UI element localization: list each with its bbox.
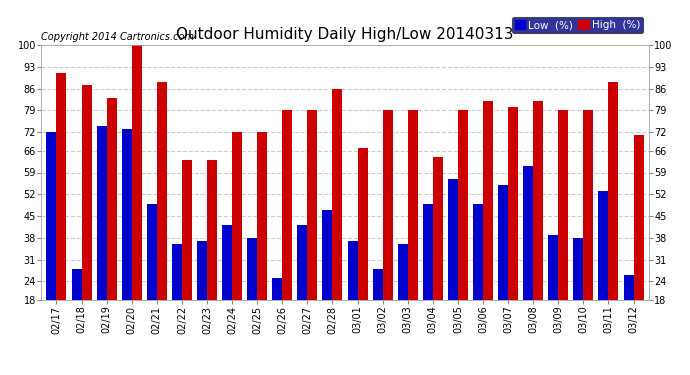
Text: Copyright 2014 Cartronics.com: Copyright 2014 Cartronics.com bbox=[41, 33, 195, 42]
Bar bbox=[147, 204, 157, 356]
Bar bbox=[257, 132, 267, 356]
Bar bbox=[297, 225, 307, 356]
Bar bbox=[97, 126, 107, 356]
Bar bbox=[423, 204, 433, 356]
Bar bbox=[573, 238, 583, 356]
Bar bbox=[598, 191, 609, 356]
Bar bbox=[182, 160, 192, 356]
Bar bbox=[473, 204, 483, 356]
Bar bbox=[458, 110, 468, 356]
Bar bbox=[172, 244, 182, 356]
Bar bbox=[333, 88, 342, 356]
Bar bbox=[247, 238, 257, 356]
Title: Outdoor Humidity Daily High/Low 20140313: Outdoor Humidity Daily High/Low 20140313 bbox=[176, 27, 514, 42]
Bar bbox=[523, 166, 533, 356]
Bar bbox=[549, 235, 558, 356]
Bar bbox=[273, 278, 282, 356]
Bar bbox=[433, 157, 443, 356]
Bar bbox=[508, 107, 518, 356]
Bar bbox=[383, 110, 393, 356]
Bar bbox=[348, 241, 357, 356]
Bar bbox=[307, 110, 317, 356]
Bar bbox=[72, 269, 81, 356]
Bar bbox=[483, 101, 493, 356]
Bar bbox=[132, 45, 141, 356]
Bar bbox=[533, 101, 543, 356]
Bar bbox=[633, 135, 644, 356]
Bar bbox=[232, 132, 242, 356]
Bar bbox=[583, 110, 593, 356]
Bar bbox=[282, 110, 293, 356]
Bar bbox=[57, 73, 66, 356]
Bar bbox=[498, 185, 508, 356]
Bar bbox=[373, 269, 383, 356]
Legend: Low  (%), High  (%): Low (%), High (%) bbox=[511, 17, 643, 33]
Bar bbox=[408, 110, 417, 356]
Bar bbox=[157, 82, 167, 356]
Bar bbox=[207, 160, 217, 356]
Bar bbox=[222, 225, 232, 356]
Bar bbox=[357, 148, 368, 356]
Bar bbox=[448, 179, 458, 356]
Bar bbox=[397, 244, 408, 356]
Bar bbox=[322, 210, 333, 356]
Bar bbox=[107, 98, 117, 356]
Bar bbox=[81, 86, 92, 356]
Bar bbox=[558, 110, 569, 356]
Bar bbox=[46, 132, 57, 356]
Bar bbox=[197, 241, 207, 356]
Bar bbox=[121, 129, 132, 356]
Bar bbox=[624, 275, 633, 356]
Bar bbox=[609, 82, 618, 356]
